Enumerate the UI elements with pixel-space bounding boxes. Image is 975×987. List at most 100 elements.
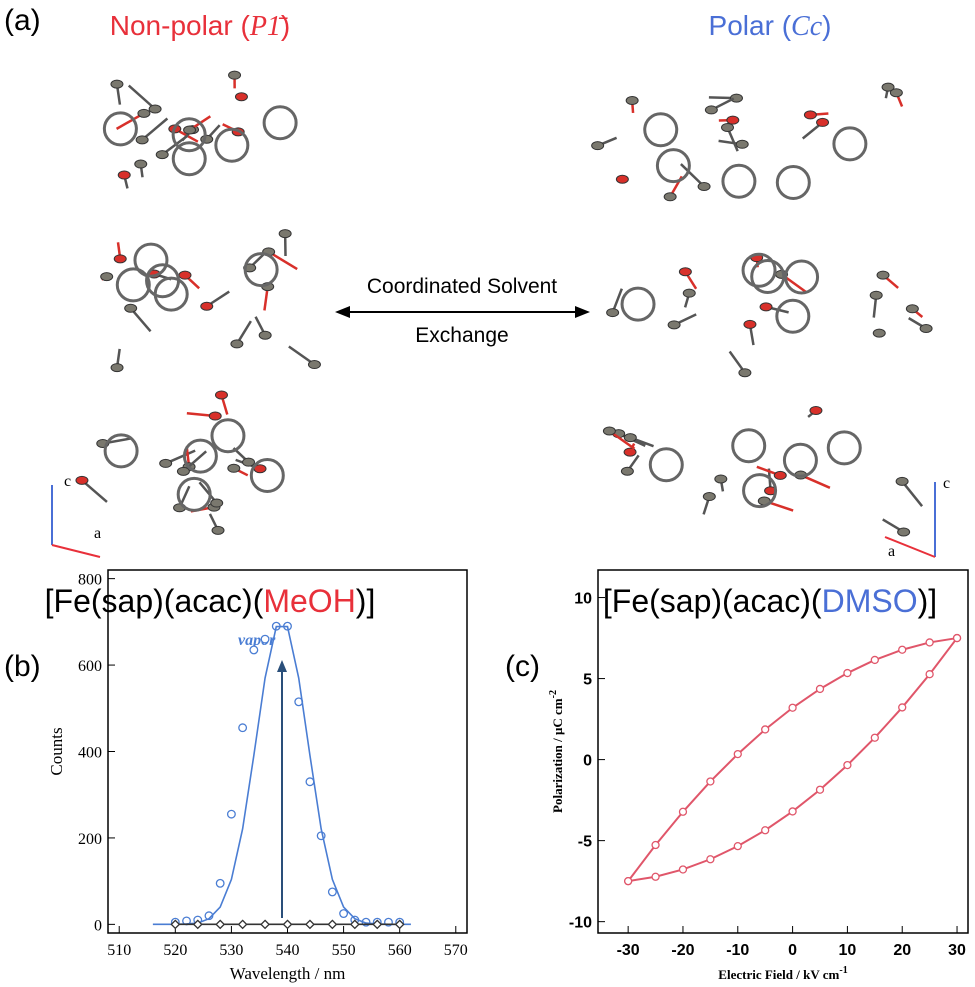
data-point bbox=[898, 703, 907, 712]
data-point bbox=[372, 919, 383, 930]
data-point bbox=[651, 872, 660, 881]
atom bbox=[214, 390, 228, 400]
atom bbox=[663, 192, 677, 202]
data-point bbox=[394, 919, 405, 930]
data-point bbox=[898, 645, 907, 654]
data-point bbox=[706, 855, 715, 864]
atom bbox=[200, 301, 214, 311]
data-point bbox=[870, 733, 879, 742]
ring bbox=[775, 165, 811, 201]
data-point bbox=[843, 668, 852, 678]
data-point bbox=[305, 777, 315, 787]
atom bbox=[606, 308, 620, 318]
ring bbox=[145, 263, 181, 299]
data-point bbox=[260, 919, 270, 930]
ring bbox=[115, 267, 151, 303]
data-point bbox=[215, 878, 225, 888]
y-tick-label: 0 bbox=[583, 753, 592, 770]
formula-text: )] bbox=[918, 583, 938, 619]
axis-label: c bbox=[64, 473, 71, 490]
atom bbox=[117, 170, 131, 180]
atom bbox=[100, 272, 114, 282]
ring bbox=[262, 105, 298, 141]
atom bbox=[210, 498, 224, 508]
data-point bbox=[870, 655, 879, 665]
ring bbox=[775, 298, 811, 334]
data-point bbox=[733, 841, 742, 851]
atom bbox=[726, 115, 740, 125]
data-point bbox=[192, 919, 203, 930]
atom bbox=[135, 135, 149, 145]
y-axis-label: Polarization / μC cm-2 bbox=[548, 690, 565, 813]
panel-label: (b) bbox=[4, 650, 41, 683]
atom bbox=[75, 475, 89, 485]
data-point bbox=[925, 670, 934, 679]
atom bbox=[159, 458, 173, 468]
data-point bbox=[651, 840, 660, 850]
atom bbox=[148, 104, 162, 114]
ring bbox=[102, 111, 138, 147]
atom bbox=[738, 368, 752, 378]
data-point bbox=[282, 919, 293, 930]
atom bbox=[743, 319, 757, 329]
title-text: Non-polar ( bbox=[110, 10, 251, 41]
x-axis-label-sup: -1 bbox=[839, 965, 847, 976]
atom bbox=[615, 174, 629, 184]
data-point bbox=[170, 919, 181, 930]
atom bbox=[667, 320, 681, 330]
atom bbox=[773, 470, 787, 480]
data-point bbox=[761, 826, 770, 835]
ring bbox=[782, 442, 818, 478]
x-tick-label: 560 bbox=[388, 942, 412, 959]
x-tick-label: 510 bbox=[107, 942, 131, 959]
atom bbox=[809, 405, 823, 415]
atom bbox=[113, 254, 127, 264]
atom bbox=[682, 288, 696, 298]
x-tick-label: 20 bbox=[893, 942, 911, 959]
atom bbox=[803, 110, 817, 120]
data-point bbox=[623, 876, 633, 886]
x-tick-label: 540 bbox=[276, 942, 300, 959]
ring bbox=[103, 433, 139, 469]
bond bbox=[141, 117, 169, 141]
ring bbox=[643, 112, 679, 148]
atom bbox=[889, 88, 903, 98]
ring bbox=[210, 418, 246, 454]
plot-frame bbox=[597, 569, 969, 934]
formula-text: [Fe(sap)(acac)( bbox=[603, 583, 822, 619]
data-point bbox=[260, 634, 270, 644]
x-tick-label: 570 bbox=[444, 942, 468, 959]
y-axis-label-text: Counts bbox=[47, 727, 66, 775]
atom bbox=[620, 466, 634, 476]
data-point bbox=[327, 919, 338, 930]
formula: [Fe(sap)(acac)(MeOH)] bbox=[45, 583, 376, 619]
atom bbox=[602, 426, 616, 436]
x-axis-label-text: Electric Field / kV cm bbox=[718, 967, 839, 982]
atom bbox=[234, 92, 248, 102]
bond bbox=[680, 163, 705, 188]
atom bbox=[242, 457, 256, 467]
right-title: Polar (Cc) bbox=[709, 10, 832, 42]
ring bbox=[721, 163, 757, 199]
data-point bbox=[226, 809, 236, 819]
data-point bbox=[327, 887, 337, 897]
ring bbox=[182, 438, 218, 474]
arrow-text: Exchange bbox=[415, 324, 508, 347]
atom bbox=[697, 181, 711, 191]
ring bbox=[133, 242, 169, 278]
ring bbox=[176, 476, 212, 512]
atom bbox=[176, 466, 190, 476]
formula-text: [Fe(sap)(acac)( bbox=[45, 583, 264, 619]
ring bbox=[741, 252, 777, 288]
x-tick-label: 0 bbox=[788, 942, 797, 959]
atom bbox=[721, 122, 735, 132]
atom bbox=[625, 95, 639, 105]
atom bbox=[623, 447, 637, 457]
data-point bbox=[843, 760, 852, 770]
data-point bbox=[349, 919, 360, 930]
ring bbox=[171, 141, 207, 177]
ring bbox=[214, 127, 250, 163]
axis-a bbox=[51, 544, 101, 558]
data-point bbox=[788, 807, 797, 816]
